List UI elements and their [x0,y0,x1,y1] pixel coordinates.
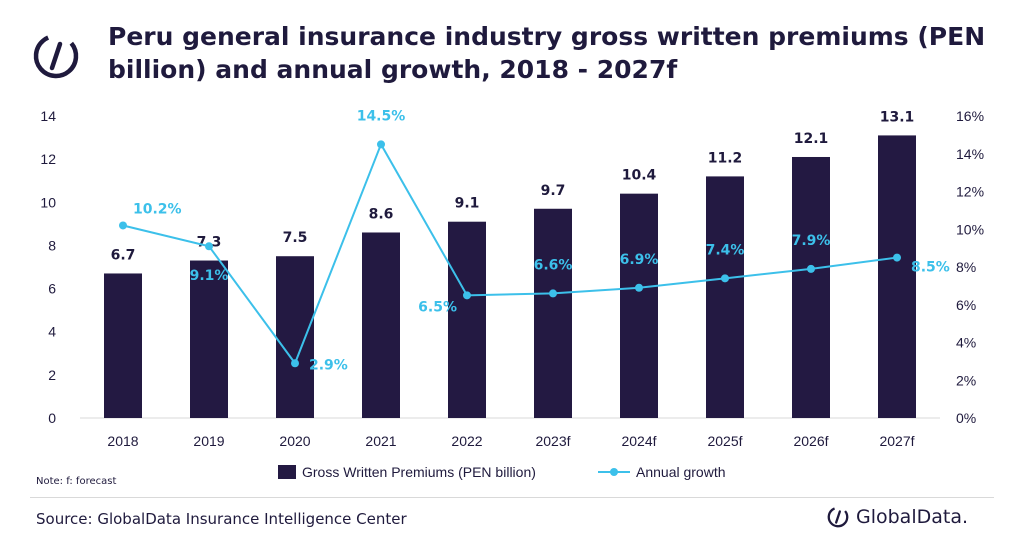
bar-value-label: 11.2 [708,150,743,166]
y-right-tick-label: 16% [956,108,984,124]
legend-label-premiums: Gross Written Premiums (PEN billion) [302,464,536,480]
growth-line [122,142,898,366]
bar [190,260,228,418]
growth-value-label: 10.2% [133,201,182,217]
y-right-tick-label: 2% [956,372,976,388]
bar [792,156,830,418]
y-left-tick-label: 12 [40,151,56,167]
growth-value-label: 6.6% [534,257,573,273]
brand-logo: GlobalData. [826,505,968,529]
growth-point [205,242,213,251]
growth-point [635,283,643,292]
bar-value-label: 12.1 [794,131,829,147]
y-right-tick-label: 12% [956,184,984,200]
bar [534,208,572,418]
bar [276,256,314,418]
x-tick-label: 2026f [793,433,828,449]
bar [362,232,400,418]
growth-point [119,221,127,230]
growth-point [463,291,471,300]
globaldata-small-icon [827,506,849,528]
x-tick-label: 2027f [879,433,914,449]
x-tick-label: 2019 [193,433,224,449]
chart: 024681012140%2%4%6%8%10%12%14%16%6.77.37… [40,108,984,480]
bar-value-label: 9.7 [541,183,566,199]
x-tick-label: 2020 [279,433,310,449]
source-text: Source: GlobalData Insurance Intelligenc… [36,510,407,528]
globaldata-logo-icon [33,33,79,79]
chart-title: Peru general insurance industry gross wr… [108,22,986,84]
y-right-tick-label: 6% [956,297,976,313]
x-tick-label: 2022 [451,433,482,449]
growth-value-label: 8.5% [911,260,950,276]
growth-point [721,274,729,283]
y-left-tick-label: 6 [48,281,56,297]
growth-value-label: 6.5% [418,299,457,315]
bar [706,176,744,418]
growth-value-label: 6.9% [620,252,659,268]
bar [620,193,658,418]
brand-name: GlobalData. [856,506,969,528]
y-right-tick-label: 8% [956,259,976,275]
growth-point [549,289,557,298]
bar-value-label: 13.1 [880,109,915,125]
growth-point [291,359,299,368]
growth-value-label: 7.9% [792,233,831,249]
y-right-tick-label: 14% [956,146,984,162]
bar-value-label: 7.5 [283,230,308,246]
bar [104,273,142,418]
x-tick-label: 2025f [707,433,742,449]
bar-value-label: 9.1 [455,196,480,212]
growth-value-label: 14.5% [357,108,406,124]
growth-value-label: 2.9% [309,357,348,373]
growth-value-label: 9.1% [190,268,229,284]
legend-swatch-premiums [278,465,296,479]
growth-point [893,253,901,262]
x-tick-label: 2021 [365,433,396,449]
growth-point [377,140,385,149]
footer-divider [30,497,994,498]
x-tick-label: 2018 [107,433,138,449]
x-tick-label: 2023f [535,433,570,449]
bar [878,135,916,418]
bar-value-label: 6.7 [111,247,136,263]
bar [448,221,486,418]
bar-value-label: 10.4 [622,168,657,184]
legend-marker-growth [610,468,618,476]
y-left-tick-label: 0 [48,410,56,426]
y-left-tick-label: 2 [48,367,56,383]
y-right-tick-label: 0% [956,410,976,426]
y-left-tick-label: 10 [40,194,56,210]
growth-point [807,264,815,273]
y-right-tick-label: 10% [956,221,984,237]
forecast-note: Note: f: forecast [36,476,117,487]
y-left-tick-label: 8 [48,237,56,253]
legend-label-growth: Annual growth [636,464,726,480]
y-left-tick-label: 4 [48,324,56,340]
x-tick-label: 2024f [621,433,656,449]
y-left-tick-label: 14 [40,108,56,124]
y-right-tick-label: 4% [956,335,976,351]
bar-value-label: 8.6 [369,206,394,222]
growth-value-label: 7.4% [706,242,745,258]
